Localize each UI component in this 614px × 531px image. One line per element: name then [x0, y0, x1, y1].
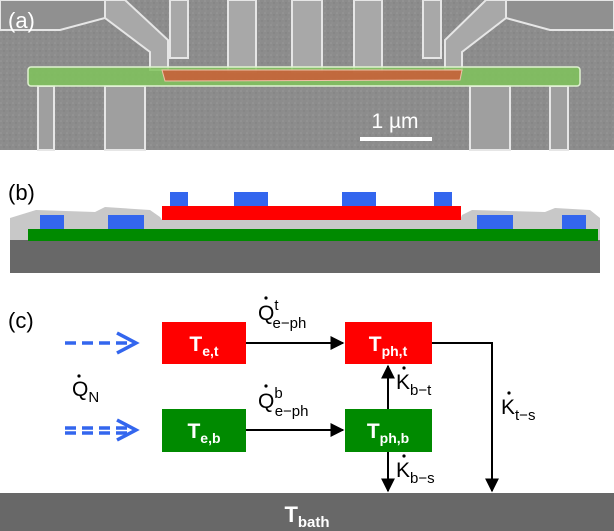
panel-b-label: (b)	[8, 180, 35, 205]
panel-a-label: (a)	[8, 8, 35, 33]
panel-b: (b)	[8, 180, 600, 273]
heat-input-label: QN	[72, 378, 99, 406]
node-te-b	[162, 409, 246, 452]
k-bs-dot	[402, 454, 406, 458]
k-bt-dot	[402, 366, 406, 370]
panel-c: (c) Tbath QN Te,t Tph,t Te,b Tph,b	[0, 296, 614, 531]
node-tph-t	[345, 322, 432, 364]
sem-top-structures	[0, 0, 614, 73]
scale-bar	[360, 137, 432, 141]
node-te-b-label: Te,b	[187, 420, 220, 446]
heat-input-dot	[77, 374, 81, 378]
arrow-k-ts	[432, 342, 499, 493]
panel-a: (a) 1 µm	[0, 0, 614, 151]
k-ts-dot	[507, 391, 511, 395]
heat-input-arrows	[65, 331, 140, 442]
node-tph-b-label: Tph,b	[367, 420, 409, 446]
bath-label: Tbath	[284, 502, 329, 531]
k-bt-label: Kb−t	[396, 371, 432, 399]
top-metal-layer	[162, 206, 461, 220]
node-tph-b	[345, 409, 432, 452]
flow-arrows	[246, 336, 499, 493]
k-bs-label: Kb−s	[396, 459, 435, 487]
bottom-metal-layer	[28, 229, 598, 241]
panel-c-label: (c)	[8, 308, 34, 333]
q-top-label: Qt e−ph	[258, 297, 306, 332]
sem-bottom-structures	[37, 85, 569, 151]
sem-top-layer-overlay	[161, 69, 463, 82]
k-ts-label: Kt−s	[501, 396, 535, 424]
q-bottom-dot	[264, 384, 268, 388]
substrate	[10, 240, 600, 273]
q-top-dot	[264, 296, 268, 300]
node-te-t-label: Te,t	[189, 333, 219, 359]
node-tph-t-label: Tph,t	[369, 333, 408, 359]
bath-block	[0, 493, 614, 531]
scale-bar-label: 1 µm	[371, 110, 418, 133]
q-bottom-label: Qb e−ph	[258, 385, 308, 420]
node-te-t	[162, 322, 246, 364]
blue-contacts	[40, 192, 586, 229]
